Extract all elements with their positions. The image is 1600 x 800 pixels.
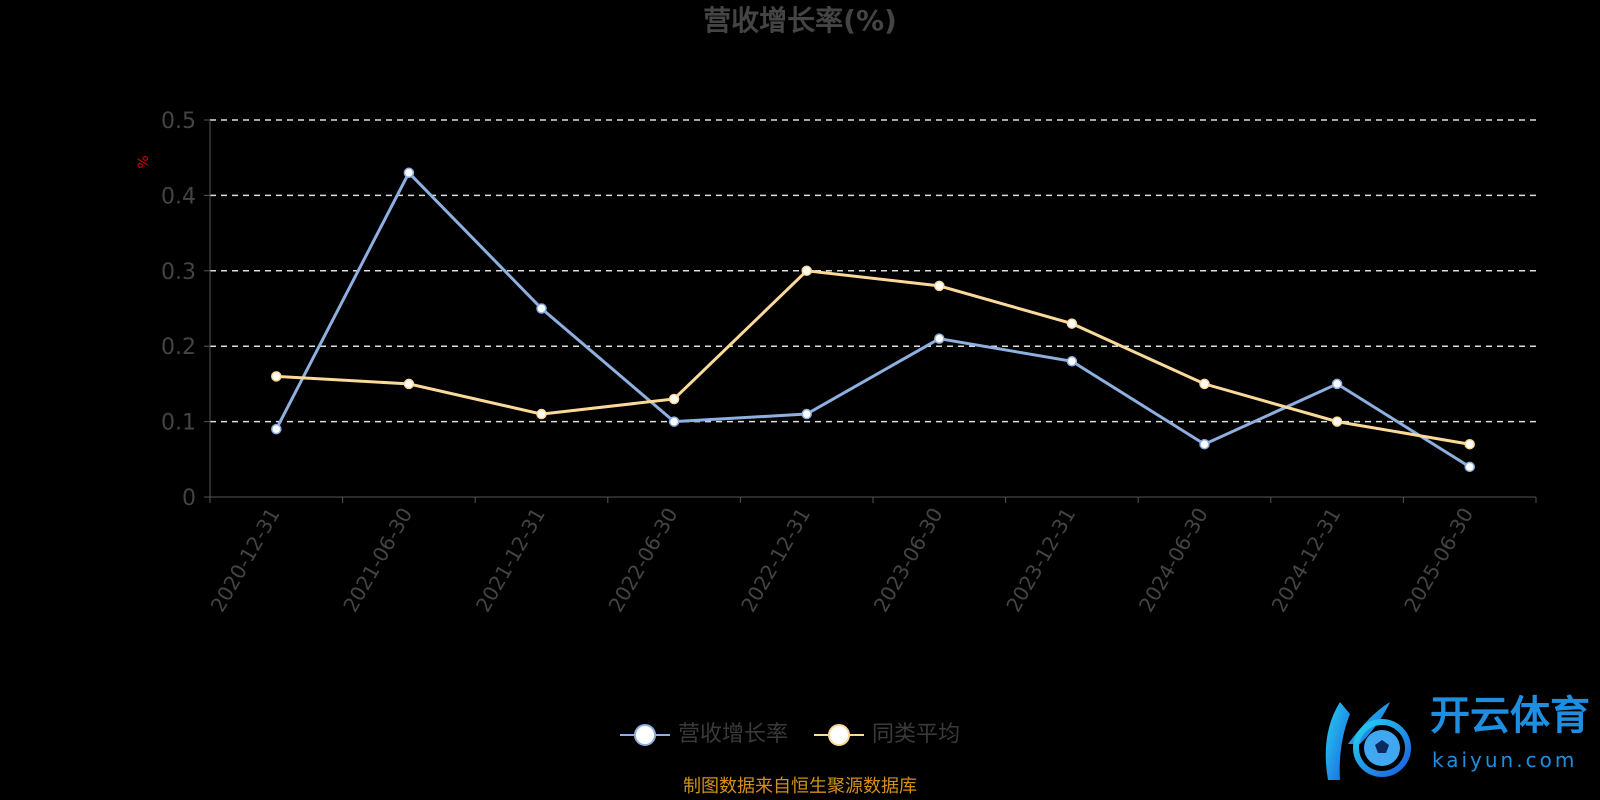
watermark-logo: 开云体育 kaiyun.com	[1310, 694, 1600, 784]
data-point	[1331, 378, 1343, 390]
legend: 营收增长率 同类平均	[620, 722, 972, 748]
legend-item-series-2[interactable]: 同类平均	[814, 722, 960, 748]
data-point	[403, 378, 415, 390]
x-tick-label: 2021-12-31	[471, 504, 550, 617]
data-point	[1331, 416, 1343, 427]
x-tick-label: 2025-06-30	[1399, 504, 1478, 617]
watermark-cn: 开云体育	[1430, 693, 1590, 739]
kaiyun-logo-icon	[1325, 702, 1411, 780]
y-tick-label: 0.5	[161, 109, 196, 134]
data-point	[271, 423, 282, 435]
data-point	[1066, 318, 1078, 329]
legend-marker-icon	[620, 724, 670, 746]
x-tick-label: 2023-12-31	[1001, 504, 1080, 617]
y-tick-label: 0.2	[161, 335, 196, 360]
data-point	[403, 167, 415, 179]
y-axis-label: %	[136, 155, 152, 168]
x-tick-label: 2021-06-30	[338, 504, 417, 617]
data-point	[668, 416, 680, 427]
data-point	[1199, 378, 1210, 390]
data-point	[934, 333, 945, 344]
data-point	[934, 280, 945, 292]
legend-label: 同类平均	[872, 722, 961, 747]
data-point	[801, 265, 812, 277]
data-point	[1464, 438, 1475, 450]
legend-item-series-1[interactable]: 营收增长率	[620, 722, 788, 748]
legend-marker-icon	[814, 724, 865, 746]
x-tick-label: 2023-06-30	[869, 504, 948, 617]
y-tick-label: 0.3	[161, 260, 196, 285]
watermark-en: kaiyun.com	[1432, 748, 1578, 772]
series-line-1	[274, 170, 1471, 469]
data-point	[1464, 461, 1475, 473]
x-tick-label: 2024-12-31	[1267, 504, 1346, 617]
data-point	[801, 408, 812, 420]
data-point	[1066, 356, 1078, 367]
data-point	[1199, 438, 1210, 450]
data-point	[536, 303, 547, 314]
data-point	[536, 408, 547, 420]
chart-title: 营收增长率(%)	[703, 4, 897, 37]
x-tick-label: 2022-12-31	[736, 504, 815, 617]
source-note: 制图数据来自恒生聚源数据库	[683, 776, 917, 797]
y-tick-label: 0.4	[161, 184, 196, 209]
x-tick-label: 2020-12-31	[206, 504, 285, 617]
series-line-2	[276, 269, 1470, 446]
x-tick-label: 2022-06-30	[604, 504, 683, 617]
y-tick-label: 0.1	[161, 411, 196, 436]
data-point	[271, 371, 282, 382]
x-tick-label: 2024-06-30	[1134, 504, 1213, 617]
y-tick-label: 0	[182, 486, 196, 511]
data-point	[668, 393, 680, 405]
legend-label: 营收增长率	[678, 722, 789, 747]
